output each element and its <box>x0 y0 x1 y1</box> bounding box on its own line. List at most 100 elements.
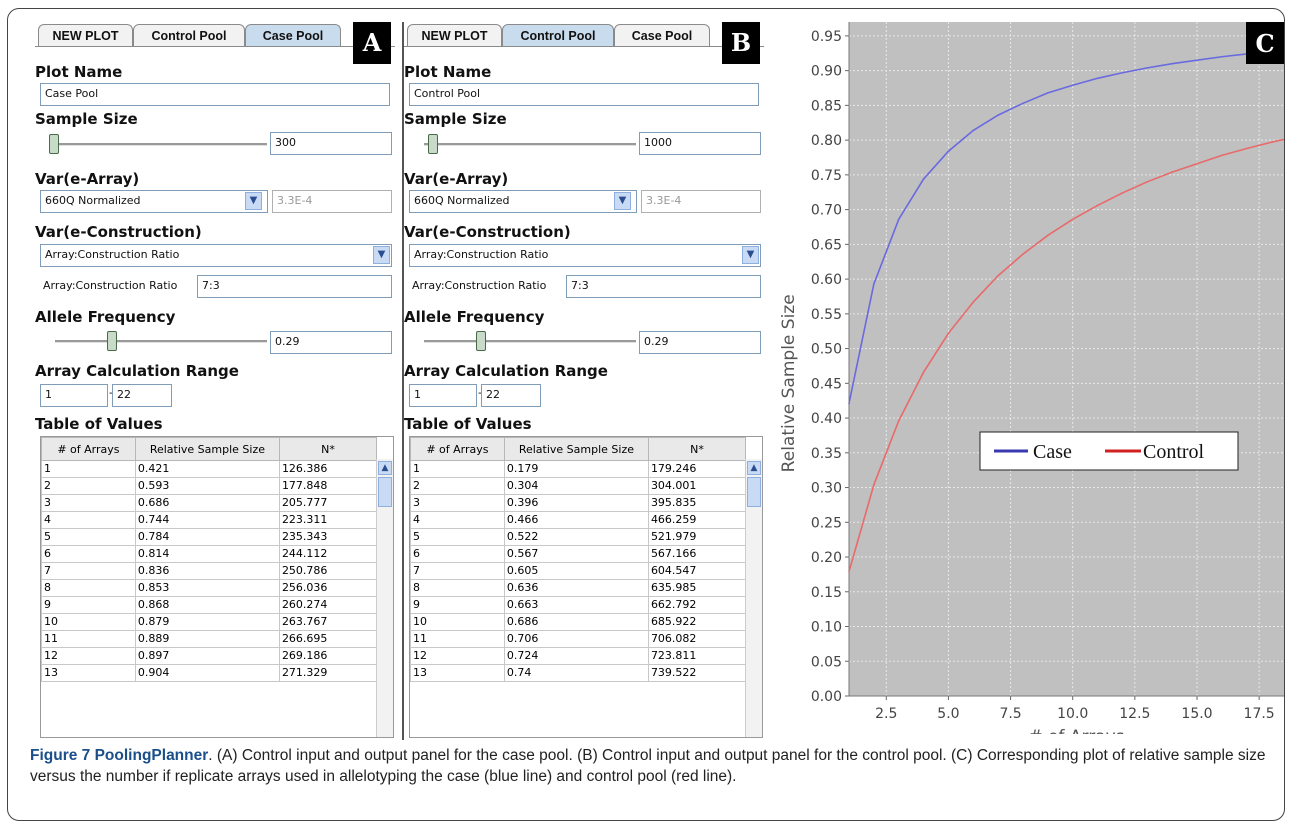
chevron-down-icon[interactable]: ▼ <box>742 246 759 264</box>
allele-frequency-slider-thumb[interactable] <box>476 331 486 351</box>
sample-size-input[interactable]: 300 <box>270 132 392 155</box>
range-to-input[interactable]: 22 <box>112 384 172 407</box>
range-label: Array Calculation Range <box>404 362 608 380</box>
table-row[interactable]: 4 0.466 466.259 <box>410 511 747 529</box>
column-header[interactable]: N* <box>647 437 747 461</box>
table-cell: 12 <box>410 647 505 665</box>
table-cell: 9 <box>41 596 136 614</box>
data-point <box>1196 162 1198 165</box>
table-row[interactable]: 2 0.304 304.001 <box>410 477 747 495</box>
table-row[interactable]: 3 0.396 395.835 <box>410 494 747 512</box>
data-point <box>1022 102 1024 105</box>
table-row[interactable]: 11 0.889 266.695 <box>41 630 378 648</box>
column-header[interactable]: Relative Sample Size <box>134 437 280 461</box>
sample-size-slider-thumb[interactable] <box>428 134 438 154</box>
plot-name-input[interactable]: Case Pool <box>40 83 390 106</box>
table-row[interactable]: 10 0.686 685.922 <box>410 613 747 631</box>
ratio-input[interactable]: 7:3 <box>566 275 761 298</box>
chevron-down-icon[interactable]: ▼ <box>614 192 631 210</box>
var-construction-label: Var(e-Construction) <box>35 223 202 241</box>
table-row[interactable]: 12 0.724 723.811 <box>410 647 747 665</box>
ratio-input[interactable]: 7:3 <box>197 275 392 298</box>
tab-new-plot[interactable]: NEW PLOT <box>38 24 133 47</box>
chart-legend: Case Control <box>979 431 1239 471</box>
tab-case-pool[interactable]: Case Pool <box>245 24 341 47</box>
data-point <box>1196 59 1198 62</box>
data-point <box>897 218 900 221</box>
values-table: # of Arrays Relative Sample Size N* 1 0.421 1… <box>41 437 378 682</box>
table-row[interactable]: 13 0.74 739.522 <box>410 664 747 682</box>
table-row[interactable]: 5 0.522 521.979 <box>410 528 747 546</box>
table-cell: 260.274 <box>278 596 378 614</box>
y-tick-label: 0.05 <box>811 654 842 670</box>
allele-frequency-input[interactable]: 0.29 <box>639 331 761 354</box>
column-header[interactable]: N* <box>278 437 378 461</box>
y-axis-title: Relative Sample Size <box>780 294 799 472</box>
allele-frequency-slider-thumb[interactable] <box>107 331 117 351</box>
table-label: Table of Values <box>404 415 532 433</box>
allele-frequency-input[interactable]: 0.29 <box>270 331 392 354</box>
table-scrollbar[interactable]: ▲ <box>745 459 762 737</box>
range-from-input[interactable]: 1 <box>40 384 108 407</box>
var-construction-select[interactable]: Array:Construction Ratio <box>40 244 392 267</box>
table-cell: 0.814 <box>134 545 280 563</box>
table-cell: 223.311 <box>278 511 378 529</box>
table-scrollbar[interactable]: ▲ <box>376 459 393 737</box>
tab-control-pool[interactable]: Control Pool <box>502 24 614 47</box>
table-cell: 0.593 <box>134 477 280 495</box>
range-to-input[interactable]: 22 <box>481 384 541 407</box>
tab-new-plot[interactable]: NEW PLOT <box>407 24 502 47</box>
table-row[interactable]: 11 0.706 706.082 <box>410 630 747 648</box>
scroll-thumb[interactable] <box>378 477 392 507</box>
data-point <box>1071 84 1074 87</box>
tab-control-pool[interactable]: Control Pool <box>133 24 245 47</box>
figure-frame <box>7 8 1285 821</box>
table-row[interactable]: 9 0.868 260.274 <box>41 596 378 614</box>
table-cell: 266.695 <box>278 630 378 648</box>
table-cell: 0.744 <box>134 511 280 529</box>
table-row[interactable]: 7 0.605 604.547 <box>410 562 747 580</box>
column-header[interactable]: # of Arrays <box>410 437 505 461</box>
var-array-select[interactable]: 660Q Normalized <box>409 190 637 213</box>
plot-name-input[interactable]: Control Pool <box>409 83 759 106</box>
data-point <box>1121 192 1124 194</box>
sample-size-slider-thumb[interactable] <box>49 134 59 154</box>
column-header[interactable]: Relative Sample Size <box>503 437 649 461</box>
table-row[interactable]: 9 0.663 662.792 <box>410 596 747 614</box>
table-row[interactable]: 10 0.879 263.767 <box>41 613 378 631</box>
tab-case-pool[interactable]: Case Pool <box>614 24 710 47</box>
table-row[interactable]: 8 0.853 256.036 <box>41 579 378 597</box>
tab-divider <box>404 46 764 47</box>
scroll-up-icon[interactable]: ▲ <box>378 461 392 475</box>
table-cell: 6 <box>41 545 136 563</box>
table-row[interactable]: 6 0.814 244.112 <box>41 545 378 563</box>
data-point <box>1171 62 1173 65</box>
y-tick-label: 0.80 <box>811 133 842 149</box>
data-point <box>1071 218 1074 221</box>
x-tick-label: 7.5 <box>999 706 1021 722</box>
table-cell: 12 <box>41 647 136 665</box>
table-row[interactable]: 3 0.686 205.777 <box>41 494 378 512</box>
table-row[interactable]: 13 0.904 271.329 <box>41 664 378 682</box>
column-header[interactable]: # of Arrays <box>41 437 136 461</box>
sample-size-input[interactable]: 1000 <box>639 132 761 155</box>
table-row[interactable]: 8 0.636 635.985 <box>410 579 747 597</box>
scroll-up-icon[interactable]: ▲ <box>747 461 761 475</box>
table-row[interactable]: 2 0.593 177.848 <box>41 477 378 495</box>
table-row[interactable]: 7 0.836 250.786 <box>41 562 378 580</box>
table-cell: 3 <box>410 494 505 512</box>
table-cell: 2 <box>410 477 505 495</box>
chevron-down-icon[interactable]: ▼ <box>373 246 390 264</box>
table-row[interactable]: 12 0.897 269.186 <box>41 647 378 665</box>
table-row[interactable]: 6 0.567 567.166 <box>410 545 747 563</box>
table-row[interactable]: 4 0.744 223.311 <box>41 511 378 529</box>
table-row[interactable]: 1 0.179 179.246 <box>410 460 747 478</box>
var-construction-select[interactable]: Array:Construction Ratio <box>409 244 761 267</box>
table-row[interactable]: 5 0.784 235.343 <box>41 528 378 546</box>
chevron-down-icon[interactable]: ▼ <box>245 192 262 210</box>
var-array-select[interactable]: 660Q Normalized <box>40 190 268 213</box>
range-from-input[interactable]: 1 <box>409 384 477 407</box>
table-cell: 0.889 <box>134 630 280 648</box>
scroll-thumb[interactable] <box>747 477 761 507</box>
table-row[interactable]: 1 0.421 126.386 <box>41 460 378 478</box>
